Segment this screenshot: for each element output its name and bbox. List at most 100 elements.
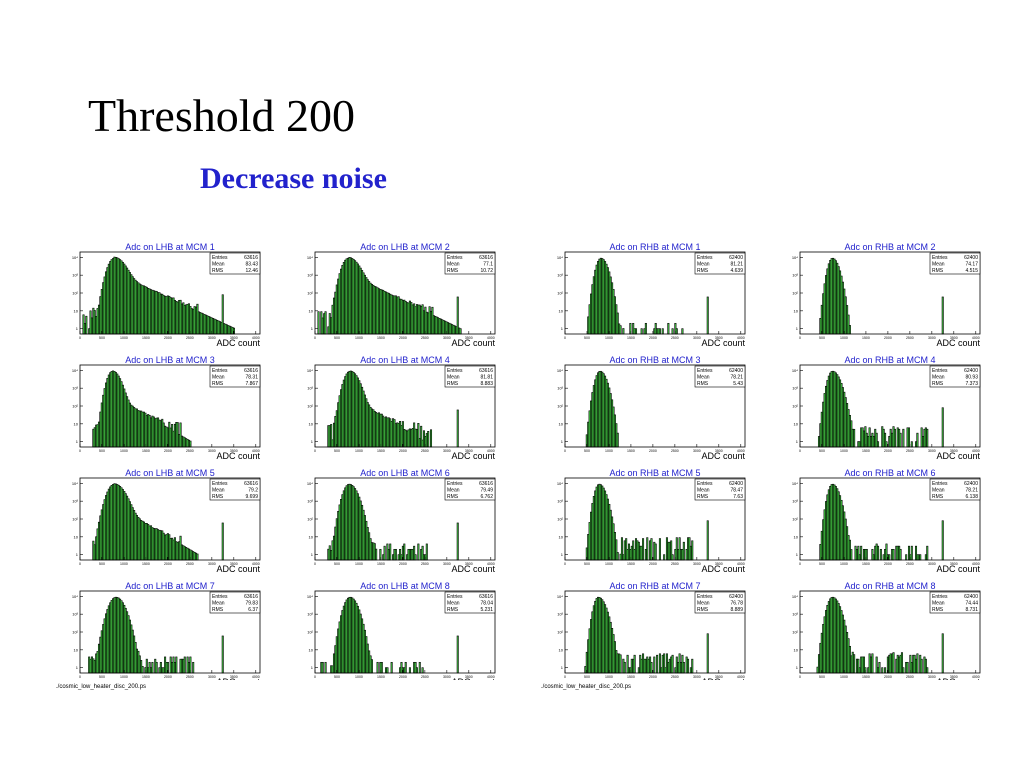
stats-key: Mean bbox=[212, 488, 225, 494]
stats-box bbox=[929, 365, 981, 388]
x-tick-label: 1000 bbox=[840, 675, 848, 679]
x-tick-label: 2500 bbox=[421, 449, 429, 453]
histogram-panel: Adc on RHB at MCM 8 1 10 10² 10³ 10⁴ 0 500 1000 1… bbox=[792, 581, 981, 687]
histogram-bin bbox=[671, 554, 674, 561]
histogram-panel: Adc on LHB at MCM 4 1 10 10² 10³ 10⁴ 0 500 1000 1… bbox=[307, 355, 496, 461]
x-tick-label: 500 bbox=[99, 562, 105, 566]
x-tick-label: 2000 bbox=[884, 449, 892, 453]
y-tick-label: 10² bbox=[72, 404, 78, 409]
stats-key: RMS bbox=[932, 381, 944, 387]
x-tick-label: 3000 bbox=[208, 449, 216, 453]
stats-box bbox=[694, 591, 746, 614]
x-axis-label: ADC count bbox=[216, 564, 260, 574]
y-tick-label: 10³ bbox=[307, 386, 313, 391]
histogram-bin bbox=[221, 635, 224, 674]
y-tick-label: 1 bbox=[311, 439, 314, 444]
histogram-panel: Adc on RHB at MCM 4 1 10 10² 10³ 10⁴ 0 500 1000 1… bbox=[792, 355, 981, 461]
y-tick-label: 10² bbox=[72, 517, 78, 522]
y-tick-label: 10² bbox=[72, 630, 78, 635]
histogram-bin bbox=[646, 537, 649, 561]
stats-key: Entries bbox=[447, 481, 463, 487]
histogram-bin bbox=[671, 328, 674, 335]
y-tick-label: 1 bbox=[311, 326, 314, 331]
x-tick-label: 500 bbox=[334, 675, 340, 679]
y-tick-label: 10 bbox=[794, 308, 799, 313]
stats-value: 7.373 bbox=[965, 381, 978, 387]
stats-box bbox=[209, 365, 261, 388]
x-tick-label: 1500 bbox=[142, 336, 150, 340]
x-tick-label: 1000 bbox=[355, 449, 363, 453]
x-tick-label: 0 bbox=[314, 336, 316, 340]
histogram-bin bbox=[899, 548, 902, 561]
x-tick-label: 2500 bbox=[906, 336, 914, 340]
x-tick-label: 1000 bbox=[605, 336, 613, 340]
y-tick-label: 1 bbox=[76, 326, 79, 331]
histogram-bin bbox=[644, 322, 647, 335]
x-tick-label: 0 bbox=[314, 675, 316, 679]
stats-value: 76.78 bbox=[730, 601, 743, 607]
histogram-bin bbox=[192, 661, 195, 674]
stats-value: 74.17 bbox=[965, 262, 978, 268]
histogram-bin bbox=[430, 429, 433, 448]
histogram-bin bbox=[902, 667, 905, 674]
slide-title: Threshold 200 bbox=[88, 90, 356, 141]
x-tick-label: 0 bbox=[314, 562, 316, 566]
stats-box bbox=[444, 365, 496, 388]
x-tick-label: 4000 bbox=[487, 336, 495, 340]
histogram-bin bbox=[902, 428, 905, 448]
histogram-panel: Adc on LHB at MCM 2 1 10 10² 10³ 10⁴ 0 500 1000 1… bbox=[307, 242, 496, 348]
y-tick-label: 10⁴ bbox=[792, 481, 798, 486]
stats-value: 81.21 bbox=[730, 262, 743, 268]
y-tick-label: 10⁴ bbox=[792, 255, 798, 260]
histogram-bin bbox=[910, 545, 913, 561]
histogram-panel: Adc on LHB at MCM 1 1 10 10² 10³ 10⁴ 0 500 1000 1… bbox=[72, 242, 261, 348]
stats-key: Mean bbox=[447, 262, 460, 268]
histogram-panel: Adc on LHB at MCM 3 1 10 10² 10³ 10⁴ 0 500 1000 1… bbox=[72, 355, 261, 461]
x-axis-label: ADC count bbox=[216, 677, 260, 680]
histogram-bin bbox=[635, 328, 638, 335]
stats-key: Mean bbox=[212, 262, 225, 268]
x-tick-label: 0 bbox=[314, 449, 316, 453]
histogram-bin bbox=[623, 661, 626, 674]
stats-key: Mean bbox=[697, 262, 710, 268]
histogram-title: Adc on RHB at MCM 3 bbox=[609, 355, 700, 365]
x-tick-label: 3500 bbox=[465, 449, 473, 453]
histogram-bin bbox=[892, 548, 895, 561]
x-axis-label: ADC count bbox=[936, 564, 980, 574]
x-tick-label: 2000 bbox=[649, 449, 657, 453]
histogram-bin bbox=[941, 296, 944, 335]
x-tick-label: 1000 bbox=[840, 336, 848, 340]
stats-value: 78.04 bbox=[480, 601, 493, 607]
x-tick-label: 3500 bbox=[715, 449, 723, 453]
histogram-bin bbox=[183, 656, 186, 674]
stats-key: RMS bbox=[697, 381, 709, 387]
histogram-bin bbox=[155, 661, 158, 674]
stats-key: Mean bbox=[212, 601, 225, 607]
y-tick-label: 1 bbox=[796, 439, 799, 444]
stats-box bbox=[694, 478, 746, 501]
x-tick-label: 4000 bbox=[487, 675, 495, 679]
histogram-panel: Adc on RHB at MCM 6 1 10 10² 10³ 10⁴ 0 500 1000 1… bbox=[792, 468, 981, 574]
y-tick-label: 10⁴ bbox=[307, 481, 313, 486]
histogram-bin bbox=[926, 545, 929, 561]
x-axis-label: ADC count bbox=[936, 338, 980, 348]
stats-value: 4.639 bbox=[730, 268, 743, 274]
histogram-title: Adc on LHB at MCM 5 bbox=[125, 468, 215, 478]
y-tick-label: 10⁴ bbox=[307, 368, 313, 373]
stats-value: 6.138 bbox=[965, 494, 978, 500]
stats-value: 6.37 bbox=[248, 607, 258, 613]
x-tick-label: 1000 bbox=[605, 449, 613, 453]
x-tick-label: 4000 bbox=[487, 449, 495, 453]
histogram-title: Adc on LHB at MCM 1 bbox=[125, 242, 215, 252]
histogram-panel: Adc on RHB at MCM 1 1 10 10² 10³ 10⁴ 0 500 1000 1… bbox=[557, 242, 746, 348]
histogram-bin bbox=[850, 549, 853, 561]
histogram-bin bbox=[459, 328, 462, 335]
histogram-bin bbox=[667, 322, 670, 335]
x-axis-label: ADC count bbox=[936, 677, 980, 680]
histogram-bin bbox=[141, 666, 144, 674]
histogram-bin bbox=[706, 520, 709, 561]
x-tick-label: 3000 bbox=[208, 562, 216, 566]
x-tick-label: 2000 bbox=[884, 336, 892, 340]
stats-box bbox=[209, 252, 261, 275]
histogram-bin bbox=[383, 545, 386, 561]
